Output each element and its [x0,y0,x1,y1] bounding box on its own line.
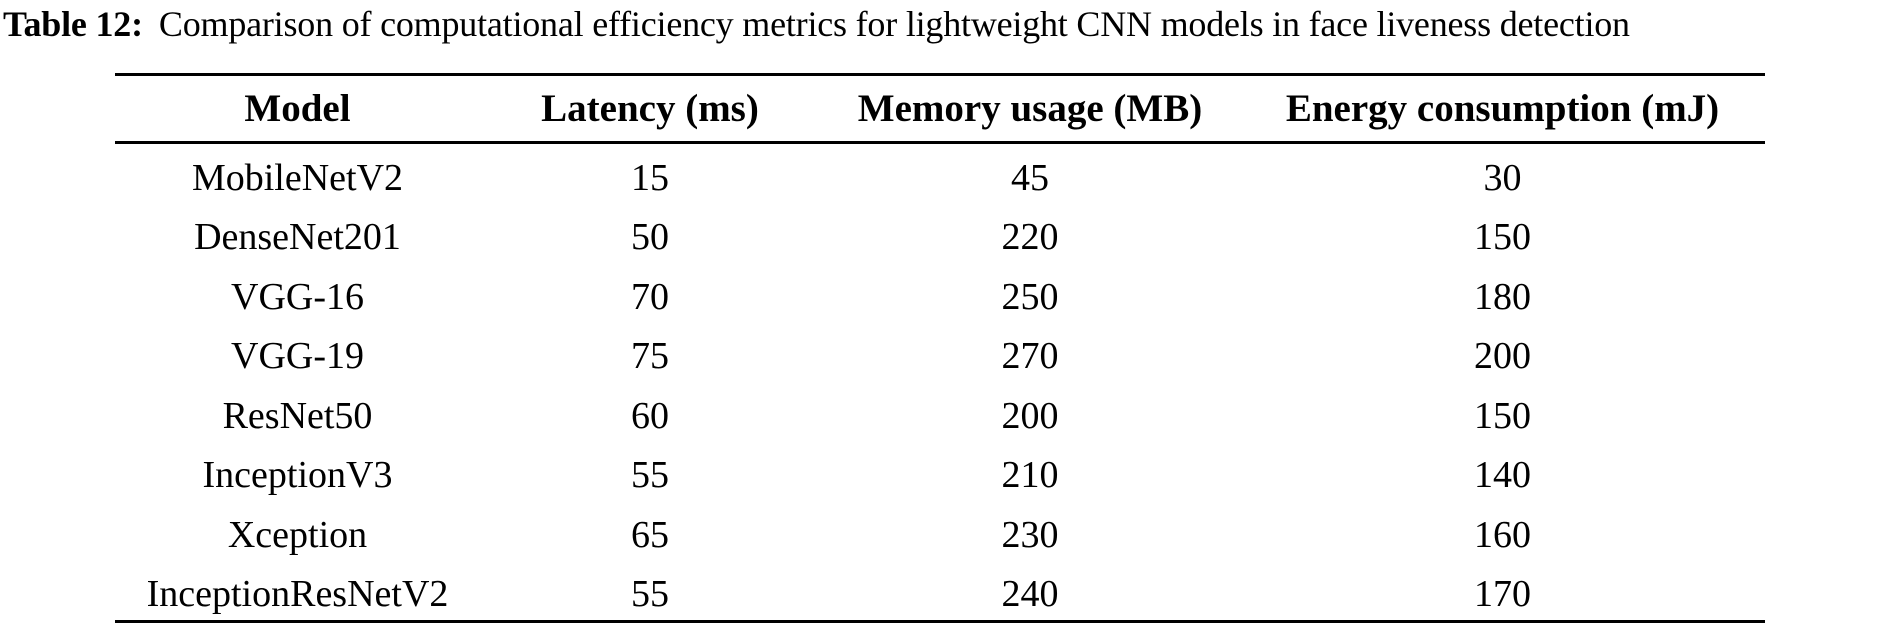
table-row: VGG-16 70 250 180 [115,263,1765,323]
memory-cell: 230 [1001,513,1059,556]
table-row: DenseNet201 50 220 150 [115,204,1765,264]
latency-cell: 55 [631,454,669,497]
table-body: MobileNetV2 15 45 30 DenseNet201 50 220 150 VGG-… [115,143,1765,622]
column-header-model: Model [115,74,480,144]
energy-cell: 170 [1474,573,1531,616]
model-cell: MobileNetV2 [191,156,404,199]
table-row: VGG-19 75 270 200 [115,323,1765,383]
memory-cell: 200 [1001,394,1059,437]
model-cell: InceptionResNetV2 [146,573,449,616]
table-row: ResNet50 60 200 150 [115,382,1765,442]
model-cell: VGG-19 [231,335,364,378]
energy-cell: 150 [1474,216,1531,259]
memory-cell: 210 [1001,454,1059,497]
table-row: InceptionResNetV2 55 240 170 [115,561,1765,622]
latency-cell: 65 [631,513,669,556]
memory-cell: 45 [1011,156,1049,199]
latency-cell: 55 [631,573,669,616]
table-caption: Table 12: Comparison of computational eff… [3,1,1877,47]
table-row: Xception 65 230 160 [115,501,1765,561]
table-row: MobileNetV2 15 45 30 [115,143,1765,204]
energy-cell: 150 [1474,394,1531,437]
memory-cell: 250 [1001,275,1059,318]
efficiency-table: Model Latency (ms) Memory usage (MB) Ene… [115,73,1765,623]
energy-cell: 180 [1474,275,1531,318]
latency-cell: 50 [631,216,669,259]
model-cell: VGG-16 [231,275,364,318]
energy-cell: 140 [1474,454,1531,497]
efficiency-table-container: Model Latency (ms) Memory usage (MB) Ene… [115,73,1765,623]
memory-cell: 240 [1001,573,1059,616]
column-header-latency: Latency (ms) [480,74,820,144]
energy-cell: 160 [1474,513,1531,556]
energy-cell: 30 [1483,156,1522,199]
latency-cell: 75 [631,335,669,378]
latency-cell: 70 [631,275,669,318]
memory-cell: 270 [1001,335,1059,378]
header-row: Model Latency (ms) Memory usage (MB) Ene… [115,74,1765,144]
table-header: Model Latency (ms) Memory usage (MB) Ene… [115,74,1765,144]
memory-cell: 220 [1001,216,1059,259]
caption-text: Comparison of computational efficiency m… [158,4,1630,44]
caption-label: Table 12: [3,4,143,44]
table-row: InceptionV3 55 210 140 [115,442,1765,502]
model-cell: InceptionV3 [202,454,393,497]
column-header-energy: Energy consumption (mJ) [1240,74,1765,144]
model-cell: DenseNet201 [194,216,401,259]
column-header-memory: Memory usage (MB) [820,74,1240,144]
model-cell: ResNet50 [222,394,373,437]
latency-cell: 60 [631,394,669,437]
energy-cell: 200 [1474,335,1531,378]
model-cell: Xception [227,513,368,556]
latency-cell: 15 [631,156,669,199]
